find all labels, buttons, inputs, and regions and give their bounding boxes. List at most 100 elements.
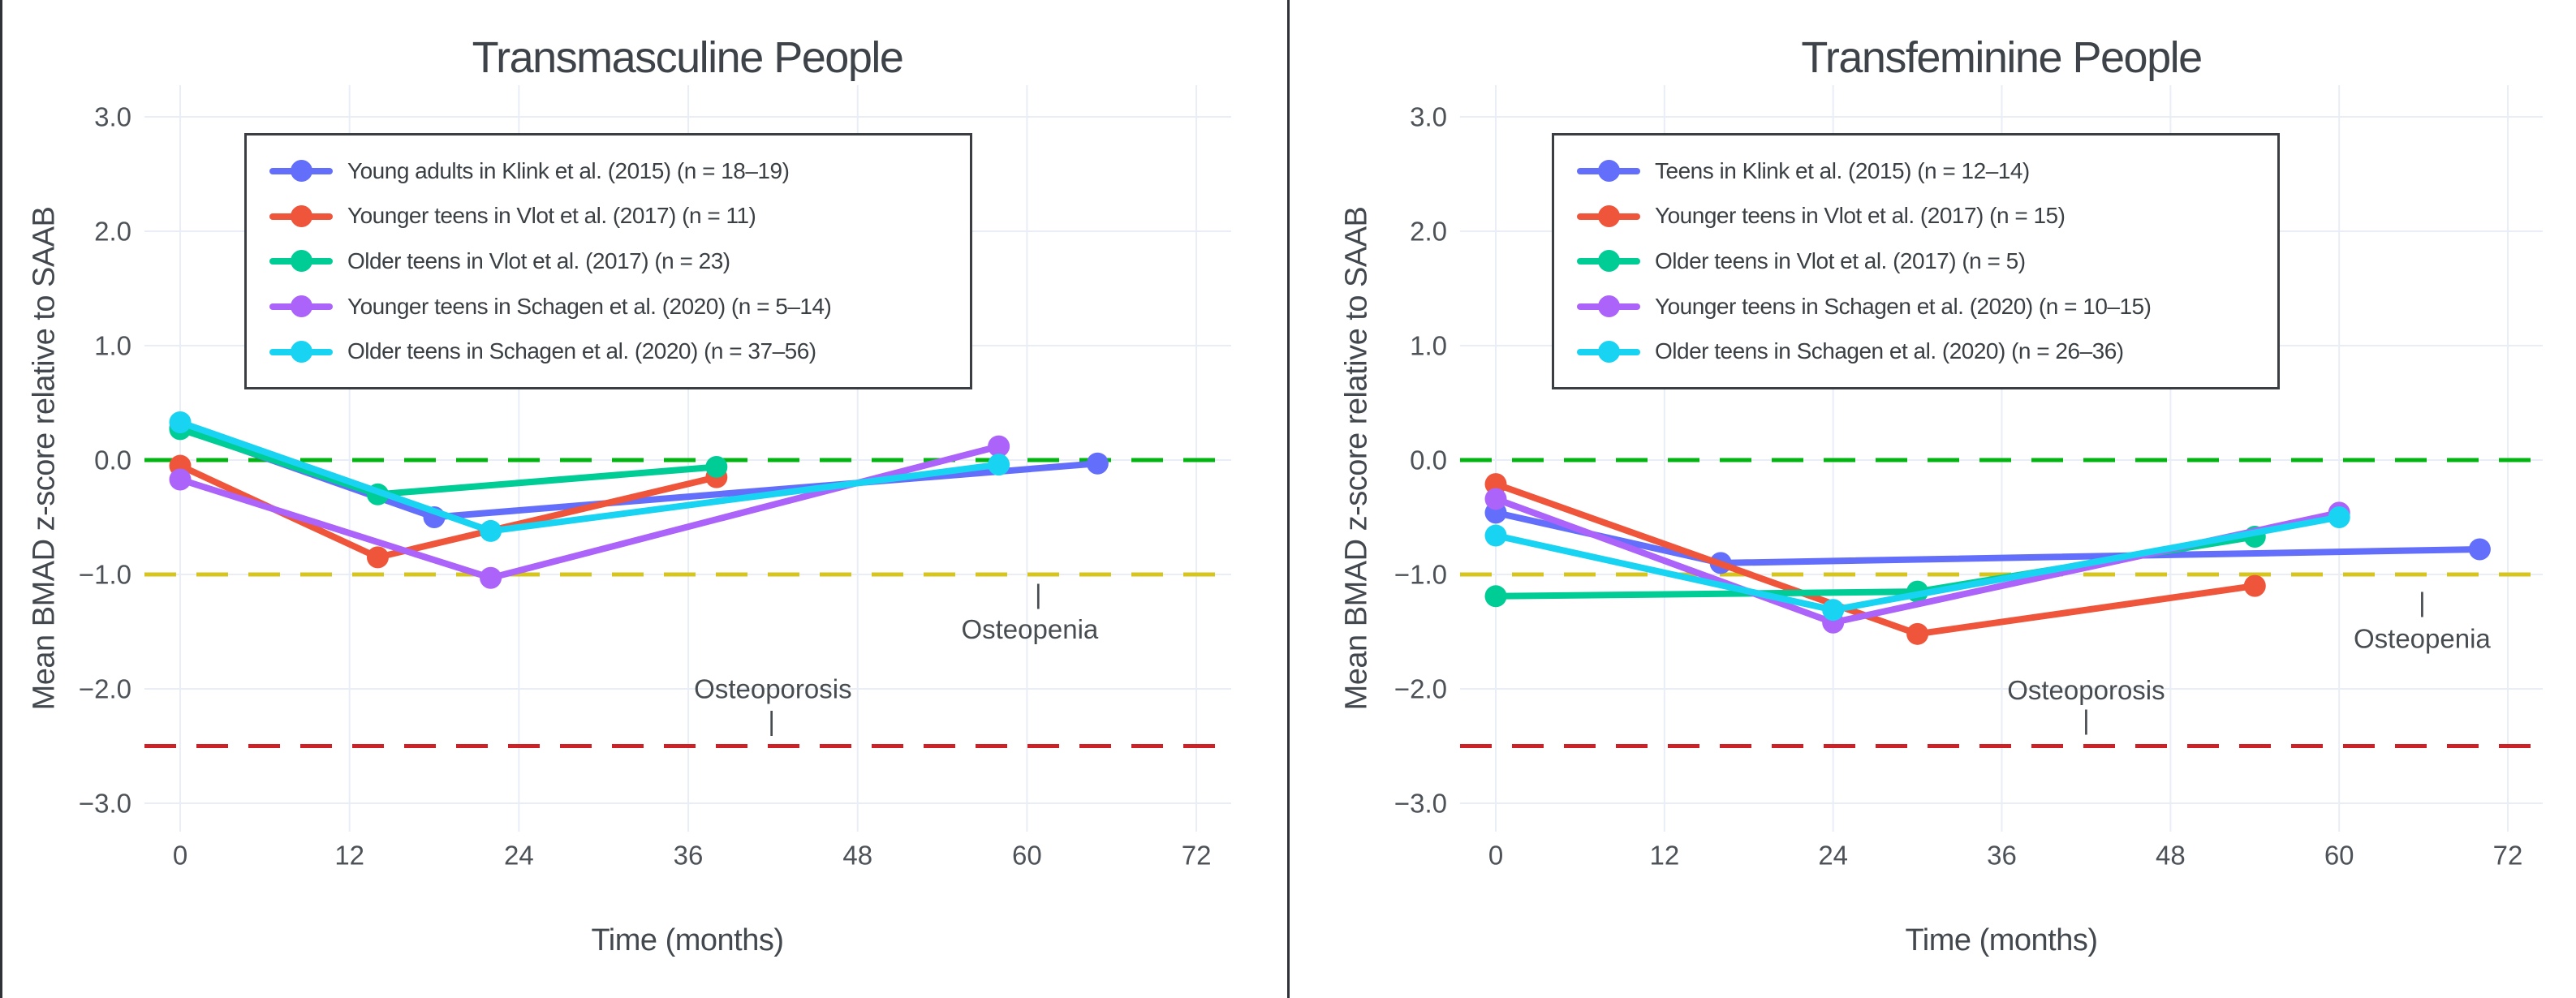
y-tick-label: −1.0 (79, 560, 131, 590)
x-tick-label: 36 (674, 841, 704, 871)
y-tick-label: 3.0 (1410, 102, 1447, 132)
legend-dot-swatch (1598, 204, 1620, 227)
legend-item-label: Older teens in Vlot et al. (2017) (n = 2… (347, 247, 730, 273)
legend-item-label: Young adults in Klink et al. (2015) (n =… (347, 157, 790, 183)
x-tick-label: 36 (1987, 841, 2017, 871)
chart-panel-transfeminine: 3.0 2.0 1.0 0.0 −1.0 −2.0 −3.0 0 12 24 36 48 60 72 Ost… (1289, 0, 2576, 998)
y-axis-title: Mean BMAD z-score relative to SAAB (27, 206, 62, 711)
legend-item-label: Older teens in Vlot et al. (2017) (n = 5… (1655, 247, 2026, 273)
legend-item[interactable]: Older teens in Schagen et al. (2020) (n … (269, 338, 962, 364)
x-tick-label: 72 (2493, 841, 2523, 871)
data-point (169, 468, 192, 491)
data-point (480, 519, 502, 542)
annotation-pointer-tick: | (2083, 705, 2090, 735)
legend-item-label: Younger teens in Schagen et al. (2020) (… (347, 293, 832, 319)
annotation-pointer-tick: | (2419, 587, 2426, 617)
legend-line-dot-marker (1577, 340, 1640, 363)
legend-item[interactable]: Older teens in Schagen et al. (2020) (n … (1577, 338, 2269, 364)
legend-line-dot-marker (269, 160, 333, 183)
annotation-osteopenia: Osteopenia (961, 614, 1098, 644)
legend-item-label: Younger teens in Vlot et al. (2017) (n =… (1655, 203, 2066, 229)
data-point (1484, 585, 1507, 608)
x-tick-label: 24 (1818, 841, 1848, 871)
legend-item[interactable]: Young adults in Klink et al. (2015) (n =… (269, 158, 962, 184)
legend-item-label: Younger teens in Vlot et al. (2017) (n =… (347, 203, 756, 229)
y-axis-title: Mean BMAD z-score relative to SAAB (1339, 206, 1374, 711)
x-tick-label: 48 (2156, 841, 2186, 871)
legend-dot-swatch (291, 160, 312, 183)
legend-item[interactable]: Older teens in Vlot et al. (2017) (n = 2… (269, 248, 962, 274)
chart-title: Transfeminine People (1801, 33, 2203, 82)
x-tick-label: 72 (1182, 841, 1212, 871)
data-point (1086, 452, 1109, 475)
y-tick-label: 3.0 (94, 102, 131, 132)
legend-line-dot-marker (1577, 295, 1640, 318)
y-tick-label: 1.0 (94, 331, 131, 361)
legend-item-label: Older teens in Schagen et al. (2020) (n … (347, 338, 816, 364)
x-tick-label: 0 (1488, 841, 1503, 871)
data-point (480, 566, 502, 589)
legend-item-label: Younger teens in Schagen et al. (2020) (… (1655, 293, 2152, 319)
legend-line-dot-marker (269, 204, 333, 227)
legend-line-dot-marker (269, 250, 333, 273)
y-tick-label: 2.0 (94, 217, 131, 247)
data-point (169, 411, 192, 433)
data-point (988, 454, 1010, 476)
legend-line-dot-marker (1577, 160, 1640, 183)
legend-line-dot-marker (269, 295, 333, 318)
legend: Teens in Klink et al. (2015) (n = 12–14)… (1552, 133, 2280, 389)
data-point (2468, 538, 2491, 561)
legend-dot-swatch (291, 204, 312, 227)
legend-item-label: Older teens in Schagen et al. (2020) (n … (1655, 338, 2124, 364)
legend-line-dot-marker (1577, 204, 1640, 227)
plot-area-transfeminine: 3.0 2.0 1.0 0.0 −1.0 −2.0 −3.0 0 12 24 36 48 60 72 Ost… (1394, 85, 2543, 871)
data-point (2328, 506, 2350, 528)
x-axis-title: Time (months) (1905, 923, 2098, 957)
legend-dot-swatch (1598, 160, 1620, 183)
y-tick-label: −1.0 (1394, 560, 1447, 590)
annotation-osteoporosis: Osteoporosis (694, 674, 851, 704)
x-tick-label: 0 (173, 841, 187, 871)
y-tick-label: 0.0 (1410, 445, 1447, 475)
legend-line-dot-marker (1577, 250, 1640, 273)
legend-item[interactable]: Older teens in Vlot et al. (2017) (n = 5… (1577, 248, 2269, 274)
y-tick-label: −3.0 (79, 789, 131, 819)
y-tick-label: 1.0 (1410, 331, 1447, 361)
legend: Young adults in Klink et al. (2015) (n =… (244, 133, 972, 389)
legend-dot-swatch (1598, 250, 1620, 273)
data-point (1822, 599, 1845, 622)
x-tick-label: 12 (1649, 841, 1679, 871)
annotation-pointer-tick: | (768, 706, 775, 736)
x-tick-label: 60 (2324, 841, 2354, 871)
x-axis-title: Time (months) (591, 923, 784, 957)
x-tick-label: 24 (504, 841, 534, 871)
legend-dot-swatch (1598, 295, 1620, 318)
x-tick-label: 12 (334, 841, 364, 871)
panel-divider-line (1287, 0, 1290, 998)
legend-dot-swatch (291, 250, 312, 273)
y-tick-label: 0.0 (94, 445, 131, 475)
data-point (366, 546, 389, 569)
legend-dot-swatch (291, 340, 312, 363)
legend-item[interactable]: Younger teens in Vlot et al. (2017) (n =… (1577, 203, 2269, 229)
legend-dot-swatch (291, 295, 312, 318)
legend-item[interactable]: Teens in Klink et al. (2015) (n = 12–14) (1577, 158, 2269, 184)
y-tick-label: 2.0 (1410, 217, 1447, 247)
legend-item[interactable]: Younger teens in Schagen et al. (2020) (… (1577, 294, 2269, 320)
data-point (1484, 488, 1507, 510)
x-tick-label: 48 (842, 841, 872, 871)
data-point (988, 435, 1010, 458)
data-point (1484, 524, 1507, 547)
y-tick-label: −2.0 (79, 674, 131, 704)
series-line (1493, 533, 2259, 600)
figure-left-border (0, 0, 2, 998)
legend-item[interactable]: Younger teens in Vlot et al. (2017) (n =… (269, 203, 962, 229)
chart-panel-transmasculine: 3.0 2.0 1.0 0.0 −1.0 −2.0 −3.0 0 12 24 36 48 60 72 Ost… (0, 0, 1286, 998)
legend-item[interactable]: Younger teens in Schagen et al. (2020) (… (269, 294, 962, 320)
legend-dot-swatch (1598, 340, 1620, 363)
data-point (2243, 574, 2266, 597)
data-point (1906, 622, 1929, 645)
annotation-osteopenia: Osteopenia (2354, 623, 2491, 653)
annotation-osteoporosis: Osteoporosis (2007, 675, 2165, 705)
